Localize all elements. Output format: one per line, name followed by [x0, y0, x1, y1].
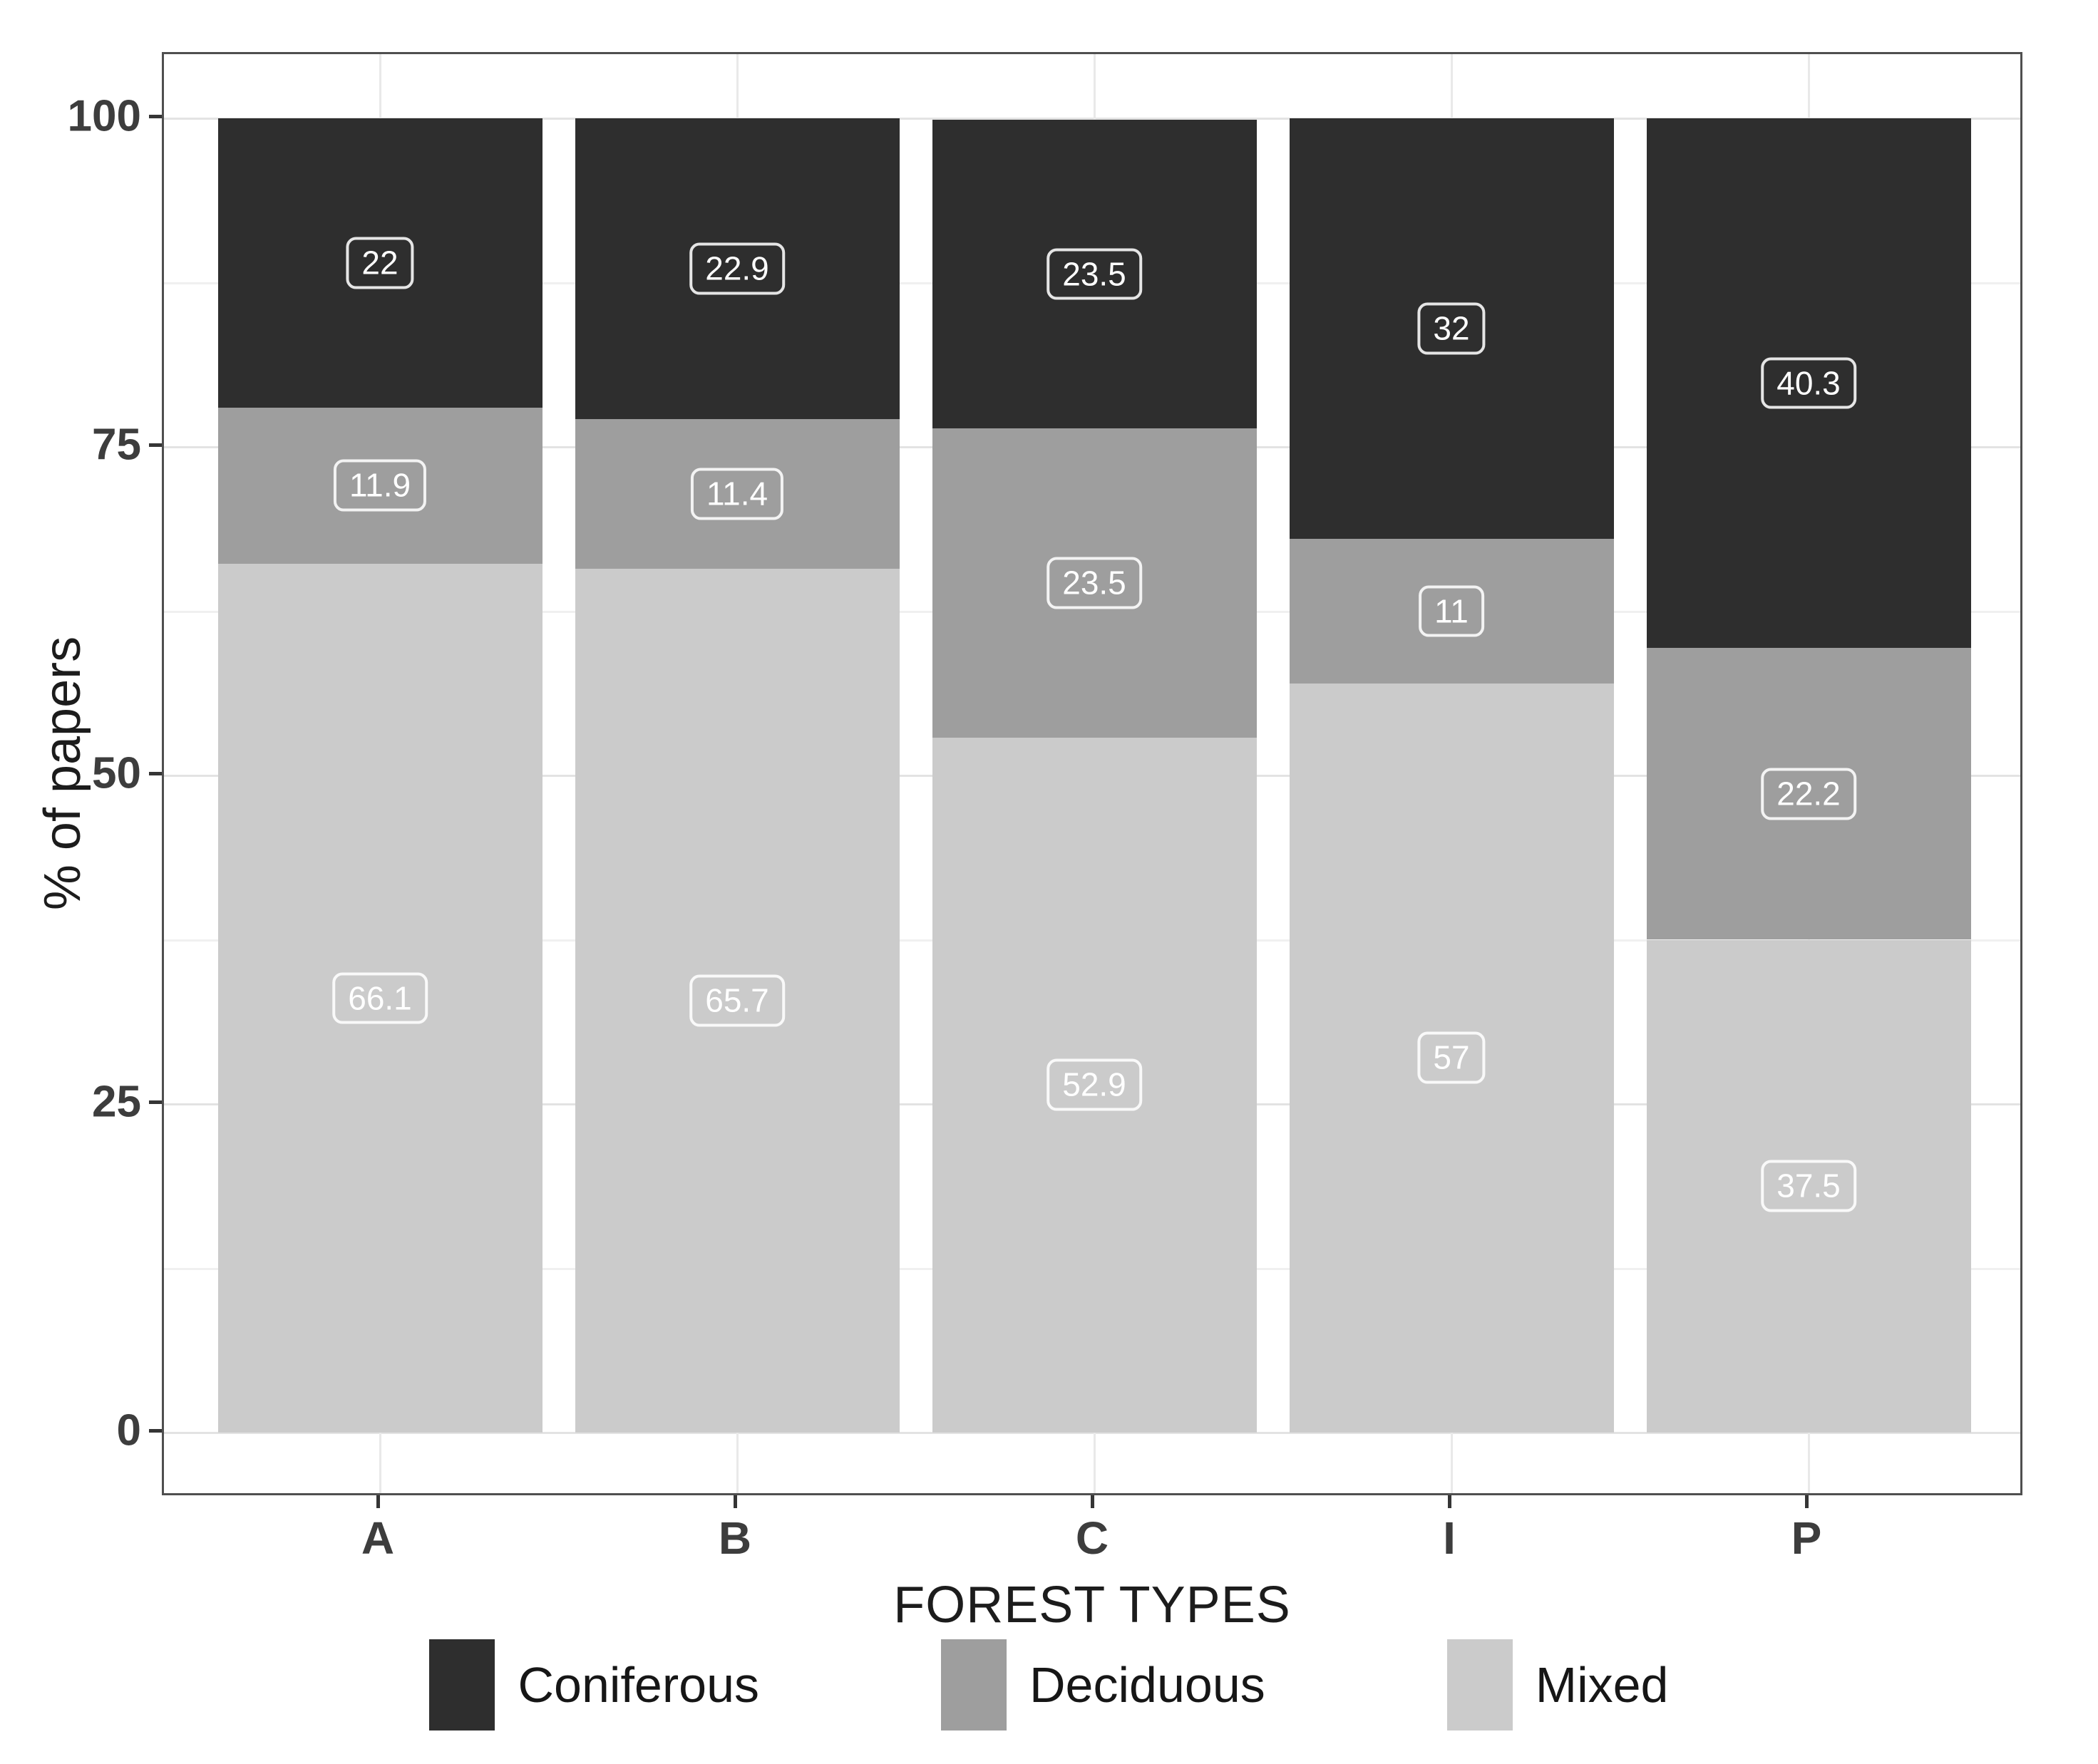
- value-label-mixed-I: 57: [1417, 1032, 1486, 1084]
- value-label-deciduous-A: 11.9: [333, 459, 427, 512]
- legend-swatch-deciduous: [941, 1639, 1007, 1731]
- major-gridline: [164, 1432, 2020, 1434]
- x-category-label-c: C: [1075, 1512, 1109, 1564]
- bar-segment-mixed-B: [575, 569, 900, 1433]
- y-tick-label: 50: [92, 748, 141, 798]
- value-label-deciduous-I: 11: [1419, 585, 1484, 637]
- bar-segment-deciduous-I: [1289, 539, 1614, 684]
- bar-segment-deciduous-C: [932, 428, 1257, 738]
- bar-segment-coniferous-A: [217, 118, 543, 408]
- value-label-mixed-B: 65.7: [689, 974, 785, 1027]
- x-tick-mark: [1805, 1495, 1809, 1508]
- bar-segment-coniferous-B: [575, 118, 900, 420]
- value-label-deciduous-B: 11.4: [690, 468, 784, 520]
- major-gridline: [164, 118, 2020, 120]
- legend-label-mixed: Mixed: [1535, 1657, 1669, 1713]
- y-tick-mark: [149, 1429, 162, 1433]
- bar-segment-coniferous-I: [1289, 118, 1614, 540]
- y-tick-mark: [149, 443, 162, 447]
- bar-segment-mixed-A: [217, 564, 543, 1433]
- x-tick-mark: [1091, 1495, 1094, 1508]
- legend-swatch-coniferous: [429, 1639, 495, 1731]
- legend-label-coniferous: Coniferous: [518, 1657, 759, 1713]
- legend-swatch-mixed: [1446, 1639, 1513, 1731]
- value-label-mixed-C: 52.9: [1047, 1058, 1142, 1111]
- bar-segment-coniferous-C: [932, 119, 1257, 429]
- legend: Coniferous Deciduous Mixed: [0, 1639, 2098, 1731]
- plot-panel: 66.1 11.9 22 65.7 11.4 22.9 52.9 23.5 23.5 57 11 32…: [162, 52, 2022, 1495]
- value-label-coniferous-P: 40.3: [1761, 357, 1856, 410]
- value-label-coniferous-B: 22.9: [689, 242, 785, 295]
- legend-label-deciduous: Deciduous: [1029, 1657, 1265, 1713]
- y-tick-mark: [149, 1100, 162, 1104]
- value-label-mixed-P: 37.5: [1761, 1160, 1856, 1212]
- bar-segment-mixed-I: [1289, 683, 1614, 1433]
- x-axis-title: FOREST TYPES: [893, 1577, 1291, 1634]
- bar-segment-coniferous-P: [1646, 118, 1971, 649]
- value-label-mixed-A: 66.1: [332, 972, 428, 1024]
- x-tick-mark: [734, 1495, 737, 1508]
- bar-segment-deciduous-A: [217, 407, 543, 564]
- y-tick-label: 75: [92, 420, 141, 470]
- y-tick-label: 25: [92, 1077, 141, 1127]
- legend-entry-deciduous: Deciduous: [941, 1639, 1265, 1731]
- x-tick-mark: [1448, 1495, 1451, 1508]
- value-label-deciduous-P: 22.2: [1761, 768, 1856, 820]
- value-label-deciduous-C: 23.5: [1047, 557, 1142, 609]
- bar-segment-deciduous-B: [575, 419, 900, 569]
- bar-segment-mixed-P: [1646, 939, 1971, 1433]
- value-label-coniferous-C: 23.5: [1047, 248, 1142, 300]
- y-axis-title: % of papers: [34, 636, 91, 911]
- x-category-label-i: I: [1443, 1512, 1456, 1564]
- x-tick-mark: [376, 1495, 380, 1508]
- bar-segment-mixed-C: [932, 737, 1257, 1433]
- y-tick-mark: [149, 115, 162, 118]
- x-category-label-a: A: [361, 1512, 395, 1564]
- value-label-coniferous-I: 32: [1417, 302, 1486, 355]
- y-tick-label: 100: [67, 91, 141, 141]
- legend-entry-coniferous: Coniferous: [429, 1639, 759, 1731]
- x-category-label-p: P: [1791, 1512, 1822, 1564]
- y-tick-label: 0: [116, 1405, 141, 1455]
- y-tick-mark: [149, 772, 162, 775]
- legend-entry-mixed: Mixed: [1446, 1639, 1669, 1731]
- value-label-coniferous-A: 22: [346, 237, 414, 289]
- bar-segment-deciduous-P: [1646, 648, 1971, 940]
- x-category-label-b: B: [718, 1512, 752, 1564]
